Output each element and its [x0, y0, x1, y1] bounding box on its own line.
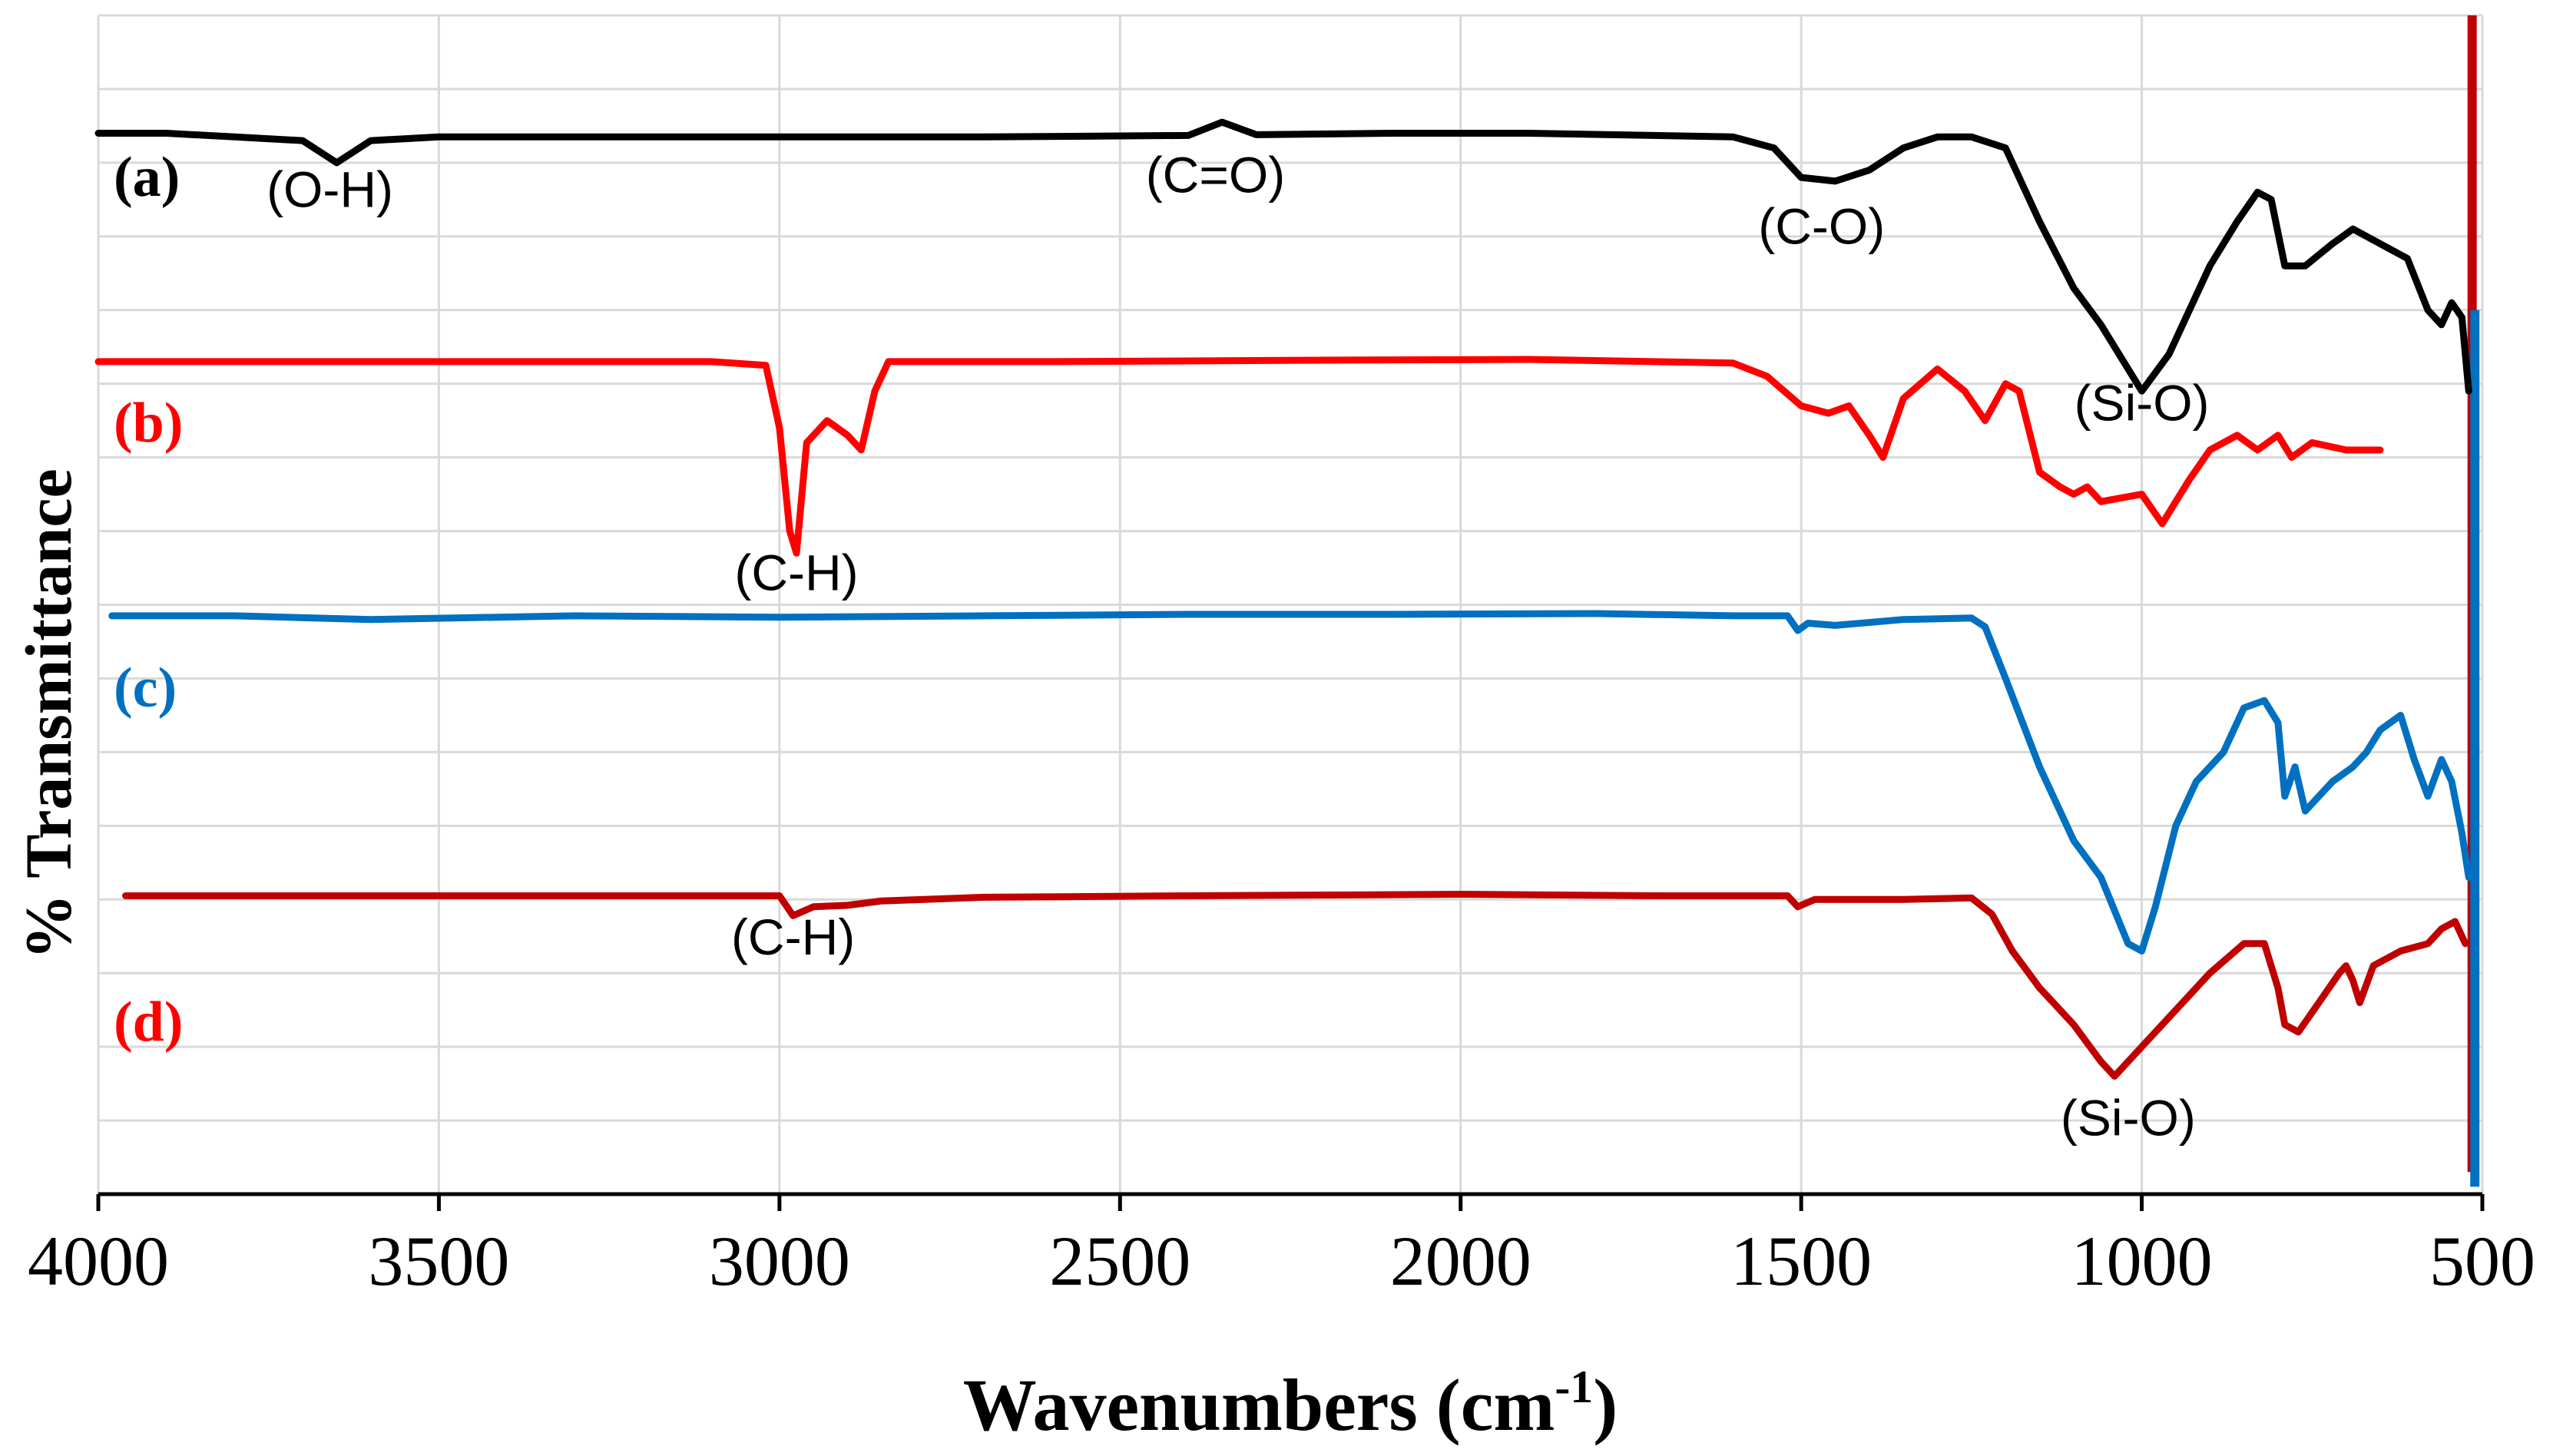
x-axis-title: Wavenumbers (cm-1)	[963, 1362, 1618, 1446]
x-tick-label: 3500	[368, 1222, 509, 1300]
series-tag: (b)	[114, 392, 183, 455]
x-ticks: 4000 3500 3000 2500 2000 1500 1000 500	[28, 1194, 2535, 1300]
peak-annotation: (Si-O)	[2061, 1089, 2196, 1146]
peak-annotation: (Si-O)	[2075, 375, 2210, 432]
gridlines	[97, 14, 2484, 1196]
x-tick-label: 1000	[2071, 1222, 2213, 1300]
x-tick-label: 4000	[28, 1222, 169, 1300]
series-tag: (c)	[114, 657, 177, 720]
x-tick-label: 2500	[1049, 1222, 1190, 1300]
x-tick-label: 3000	[709, 1222, 850, 1300]
peak-annotation: (C-H)	[734, 544, 858, 601]
series-line	[108, 610, 2472, 955]
series-lines	[94, 118, 2472, 1080]
x-tick-label: 500	[2429, 1222, 2535, 1300]
peak-annotation: (C=O)	[1146, 146, 1286, 203]
series-line	[122, 891, 2469, 1080]
right-edge-bars	[2467, 15, 2480, 1187]
series-line	[94, 118, 2472, 395]
y-axis-title: % Transmittance	[12, 468, 85, 959]
x-tick-label: 1500	[1730, 1222, 1872, 1300]
peak-annotation: (O-H)	[267, 160, 393, 217]
peak-annotations: (O-H) (C=O) (C-O) (Si-O) (C-H) (C-H) (Si-O)	[267, 146, 2209, 1146]
series-tag: (d)	[114, 991, 183, 1054]
series-line	[94, 356, 2384, 557]
peak-annotation: (C-O)	[1758, 197, 1885, 254]
peak-annotation: (C-H)	[731, 908, 855, 965]
series-tags: (a) (b) (c) (d)	[114, 146, 183, 1054]
x-tick-label: 2000	[1390, 1222, 1531, 1300]
series-tag: (a)	[114, 146, 180, 209]
